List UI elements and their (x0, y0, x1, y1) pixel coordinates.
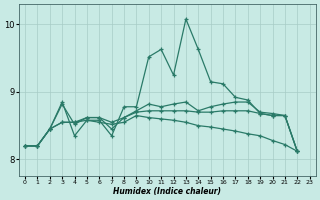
X-axis label: Humidex (Indice chaleur): Humidex (Indice chaleur) (113, 187, 221, 196)
